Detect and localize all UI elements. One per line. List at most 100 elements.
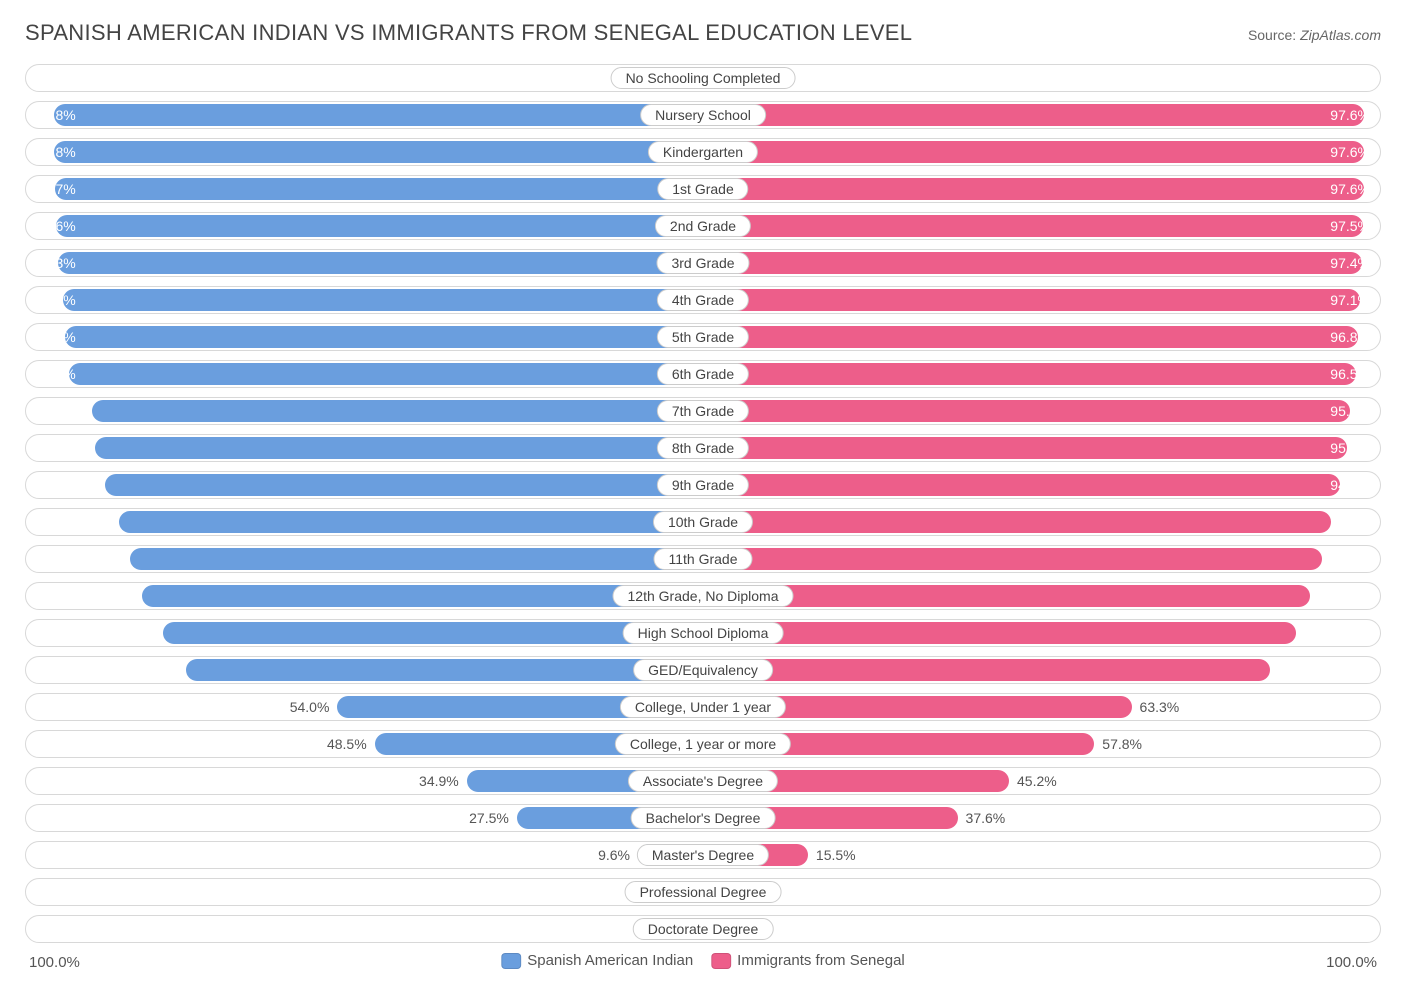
pct-left: 95.3% <box>36 255 76 271</box>
pct-left: 88.3% <box>36 477 76 493</box>
pct-left: 84.7% <box>36 551 76 567</box>
bar-right <box>703 548 1322 570</box>
pct-right: 95.5% <box>1330 403 1370 419</box>
bar-right <box>703 363 1356 385</box>
pct-left: 48.5% <box>327 736 367 752</box>
source-label: Source: <box>1248 27 1300 43</box>
pct-left: 95.8% <box>36 144 76 160</box>
pct-right: 15.5% <box>816 847 856 863</box>
chart-row: 95.3% 97.4% 3rd Grade <box>25 249 1381 277</box>
source-value: ZipAtlas.com <box>1300 27 1381 43</box>
legend-swatch-right <box>711 953 731 969</box>
pct-right: 37.6% <box>966 810 1006 826</box>
bar-right <box>703 437 1347 459</box>
bar-left <box>65 326 703 348</box>
bar-left <box>55 178 703 200</box>
category-label: Master's Degree <box>637 844 769 866</box>
chart-row: 84.7% 91.4% 11th Grade <box>25 545 1381 573</box>
chart-row: 79.8% 87.6% High School Diploma <box>25 619 1381 647</box>
bar-left <box>95 437 703 459</box>
category-label: Nursery School <box>640 104 766 126</box>
chart-row: 34.9% 45.2% Associate's Degree <box>25 767 1381 795</box>
category-label: 5th Grade <box>657 326 749 348</box>
category-label: 12th Grade, No Diploma <box>613 585 794 607</box>
category-label: 1st Grade <box>657 178 748 200</box>
pct-right: 94.1% <box>1330 477 1370 493</box>
bar-right <box>703 474 1340 496</box>
category-label: GED/Equivalency <box>633 659 773 681</box>
category-label: 6th Grade <box>657 363 749 385</box>
category-label: Associate's Degree <box>628 770 778 792</box>
pct-left: 76.3% <box>36 662 76 678</box>
bar-right <box>703 289 1360 311</box>
category-label: High School Diploma <box>623 622 784 644</box>
chart-source: Source: ZipAtlas.com <box>1248 27 1381 43</box>
bar-right <box>703 215 1363 237</box>
category-label: 3rd Grade <box>656 252 749 274</box>
pct-right: 87.6% <box>1330 625 1370 641</box>
category-label: 11th Grade <box>653 548 752 570</box>
chart-row: 95.6%97.5%2nd Grade <box>25 212 1381 240</box>
legend-item-right: Immigrants from Senegal <box>711 952 905 969</box>
pct-right: 63.3% <box>1140 699 1180 715</box>
chart-row: 94.2%96.8%5th Grade <box>25 323 1381 351</box>
chart-title: SPANISH AMERICAN INDIAN VS IMMIGRANTS FR… <box>25 20 912 46</box>
pct-left: 82.9% <box>36 588 76 604</box>
chart-row: 86.2%92.8%10th Grade <box>25 508 1381 536</box>
chart-row: 54.0%63.3%College, Under 1 year <box>25 693 1381 721</box>
legend-swatch-left <box>501 953 521 969</box>
pct-left: 93.6% <box>36 366 76 382</box>
category-label: 9th Grade <box>657 474 749 496</box>
chart-row: 95.8%97.6%Kindergarten <box>25 138 1381 166</box>
chart-footer: 100.0% Spanish American Indian Immigrant… <box>25 952 1381 976</box>
pct-right: 96.5% <box>1330 366 1370 382</box>
bar-right <box>703 622 1296 644</box>
bar-left <box>119 511 703 533</box>
bar-right <box>703 400 1350 422</box>
pct-right: 97.1% <box>1330 292 1370 308</box>
category-label: Doctorate Degree <box>633 918 774 940</box>
pct-right: 89.7% <box>1330 588 1370 604</box>
bar-left <box>54 104 703 126</box>
pct-right: 97.4% <box>1330 255 1370 271</box>
pct-left: 94.2% <box>36 329 76 345</box>
pct-left: 95.7% <box>36 181 76 197</box>
chart-row: 95.7%97.6%1st Grade <box>25 175 1381 203</box>
category-label: College, Under 1 year <box>620 696 786 718</box>
chart-row: 82.9% 89.7% 12th Grade, No Diploma <box>25 582 1381 610</box>
bar-right <box>703 326 1358 348</box>
chart-row: 89.8%95.1%8th Grade <box>25 434 1381 462</box>
bar-right <box>703 104 1364 126</box>
pct-left: 86.2% <box>36 514 76 530</box>
bar-left <box>186 659 703 681</box>
category-label: Professional Degree <box>625 881 782 903</box>
category-label: 7th Grade <box>657 400 749 422</box>
chart-row: 93.6% 96.5% 6th Grade <box>25 360 1381 388</box>
bar-left <box>92 400 703 422</box>
axis-label-right: 100.0% <box>1326 954 1377 971</box>
category-label: Kindergarten <box>648 141 758 163</box>
pct-left: 34.9% <box>419 773 459 789</box>
pct-right: 95.1% <box>1330 440 1370 456</box>
pct-left: 94.6% <box>36 292 76 308</box>
bar-right <box>703 659 1270 681</box>
pct-left: 95.6% <box>36 218 76 234</box>
bar-right <box>703 141 1364 163</box>
pct-left: 27.5% <box>469 810 509 826</box>
pct-left: 9.6% <box>598 847 630 863</box>
legend-label-left: Spanish American Indian <box>527 952 693 969</box>
pct-left: 90.3% <box>36 403 76 419</box>
pct-left: 79.8% <box>36 625 76 641</box>
bar-left <box>54 141 703 163</box>
category-label: Bachelor's Degree <box>631 807 776 829</box>
education-diverging-chart: 4.2%2.4%No Schooling Completed 95.8%97.6%… <box>25 64 1381 943</box>
pct-right: 45.2% <box>1017 773 1057 789</box>
chart-row: 48.5%57.8%College, 1 year or more <box>25 730 1381 758</box>
category-label: 10th Grade <box>653 511 753 533</box>
legend-label-right: Immigrants from Senegal <box>737 952 905 969</box>
chart-row: 4.2%2.4%No Schooling Completed <box>25 64 1381 92</box>
pct-left: 95.8% <box>36 107 76 123</box>
bar-left <box>58 252 703 274</box>
category-label: 8th Grade <box>657 437 749 459</box>
pct-right: 91.4% <box>1330 551 1370 567</box>
